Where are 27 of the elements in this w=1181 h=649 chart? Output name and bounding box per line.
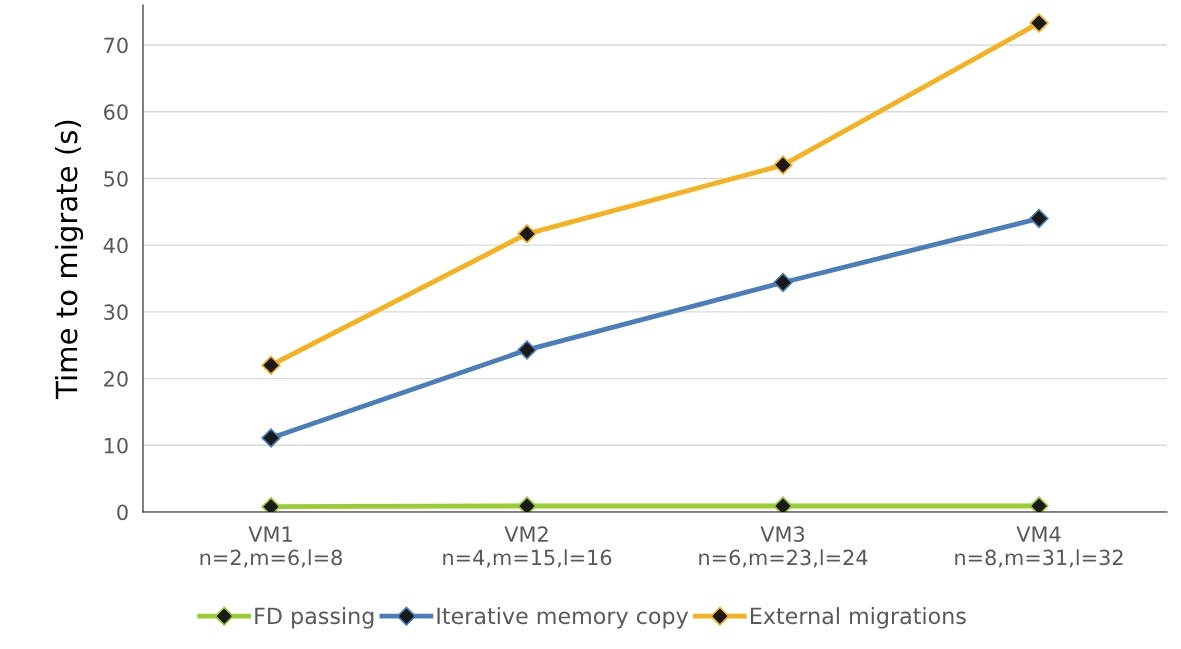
point <box>517 496 537 512</box>
point <box>1029 13 1049 33</box>
y-tick-label: 60 <box>104 104 128 120</box>
x-tick-label: VM2 n=4,m=15,l=16 <box>443 526 612 568</box>
x-tick-label: VM1 n=2,m=6,l=8 <box>200 526 342 568</box>
point <box>1029 496 1049 512</box>
y-tick-label: 20 <box>104 371 128 387</box>
y-axis-title: Time to migrate (s) <box>54 120 84 399</box>
point <box>1029 208 1049 229</box>
legend-label: Iterative memory copy <box>437 607 689 629</box>
point <box>773 272 793 293</box>
y-tick-label: 30 <box>104 304 128 321</box>
point <box>517 340 537 360</box>
x-tick-label: VM3 n=6,m=23,l=24 <box>699 526 868 568</box>
y-tick-label: 40 <box>103 237 128 254</box>
legend-label: External migrations <box>750 607 966 629</box>
point <box>517 224 537 244</box>
y-tick-label: 0 <box>117 504 128 521</box>
y-tick-label: 70 <box>104 37 128 54</box>
point <box>773 155 793 175</box>
point <box>773 496 793 512</box>
legend-label: FD passing <box>255 607 374 629</box>
x-tick-label: VM4 n=8,m=31,l=32 <box>955 526 1123 568</box>
y-tick-label: 10 <box>104 437 128 454</box>
y-tick-label: 50 <box>104 170 128 187</box>
point <box>261 428 281 448</box>
point <box>261 355 281 375</box>
